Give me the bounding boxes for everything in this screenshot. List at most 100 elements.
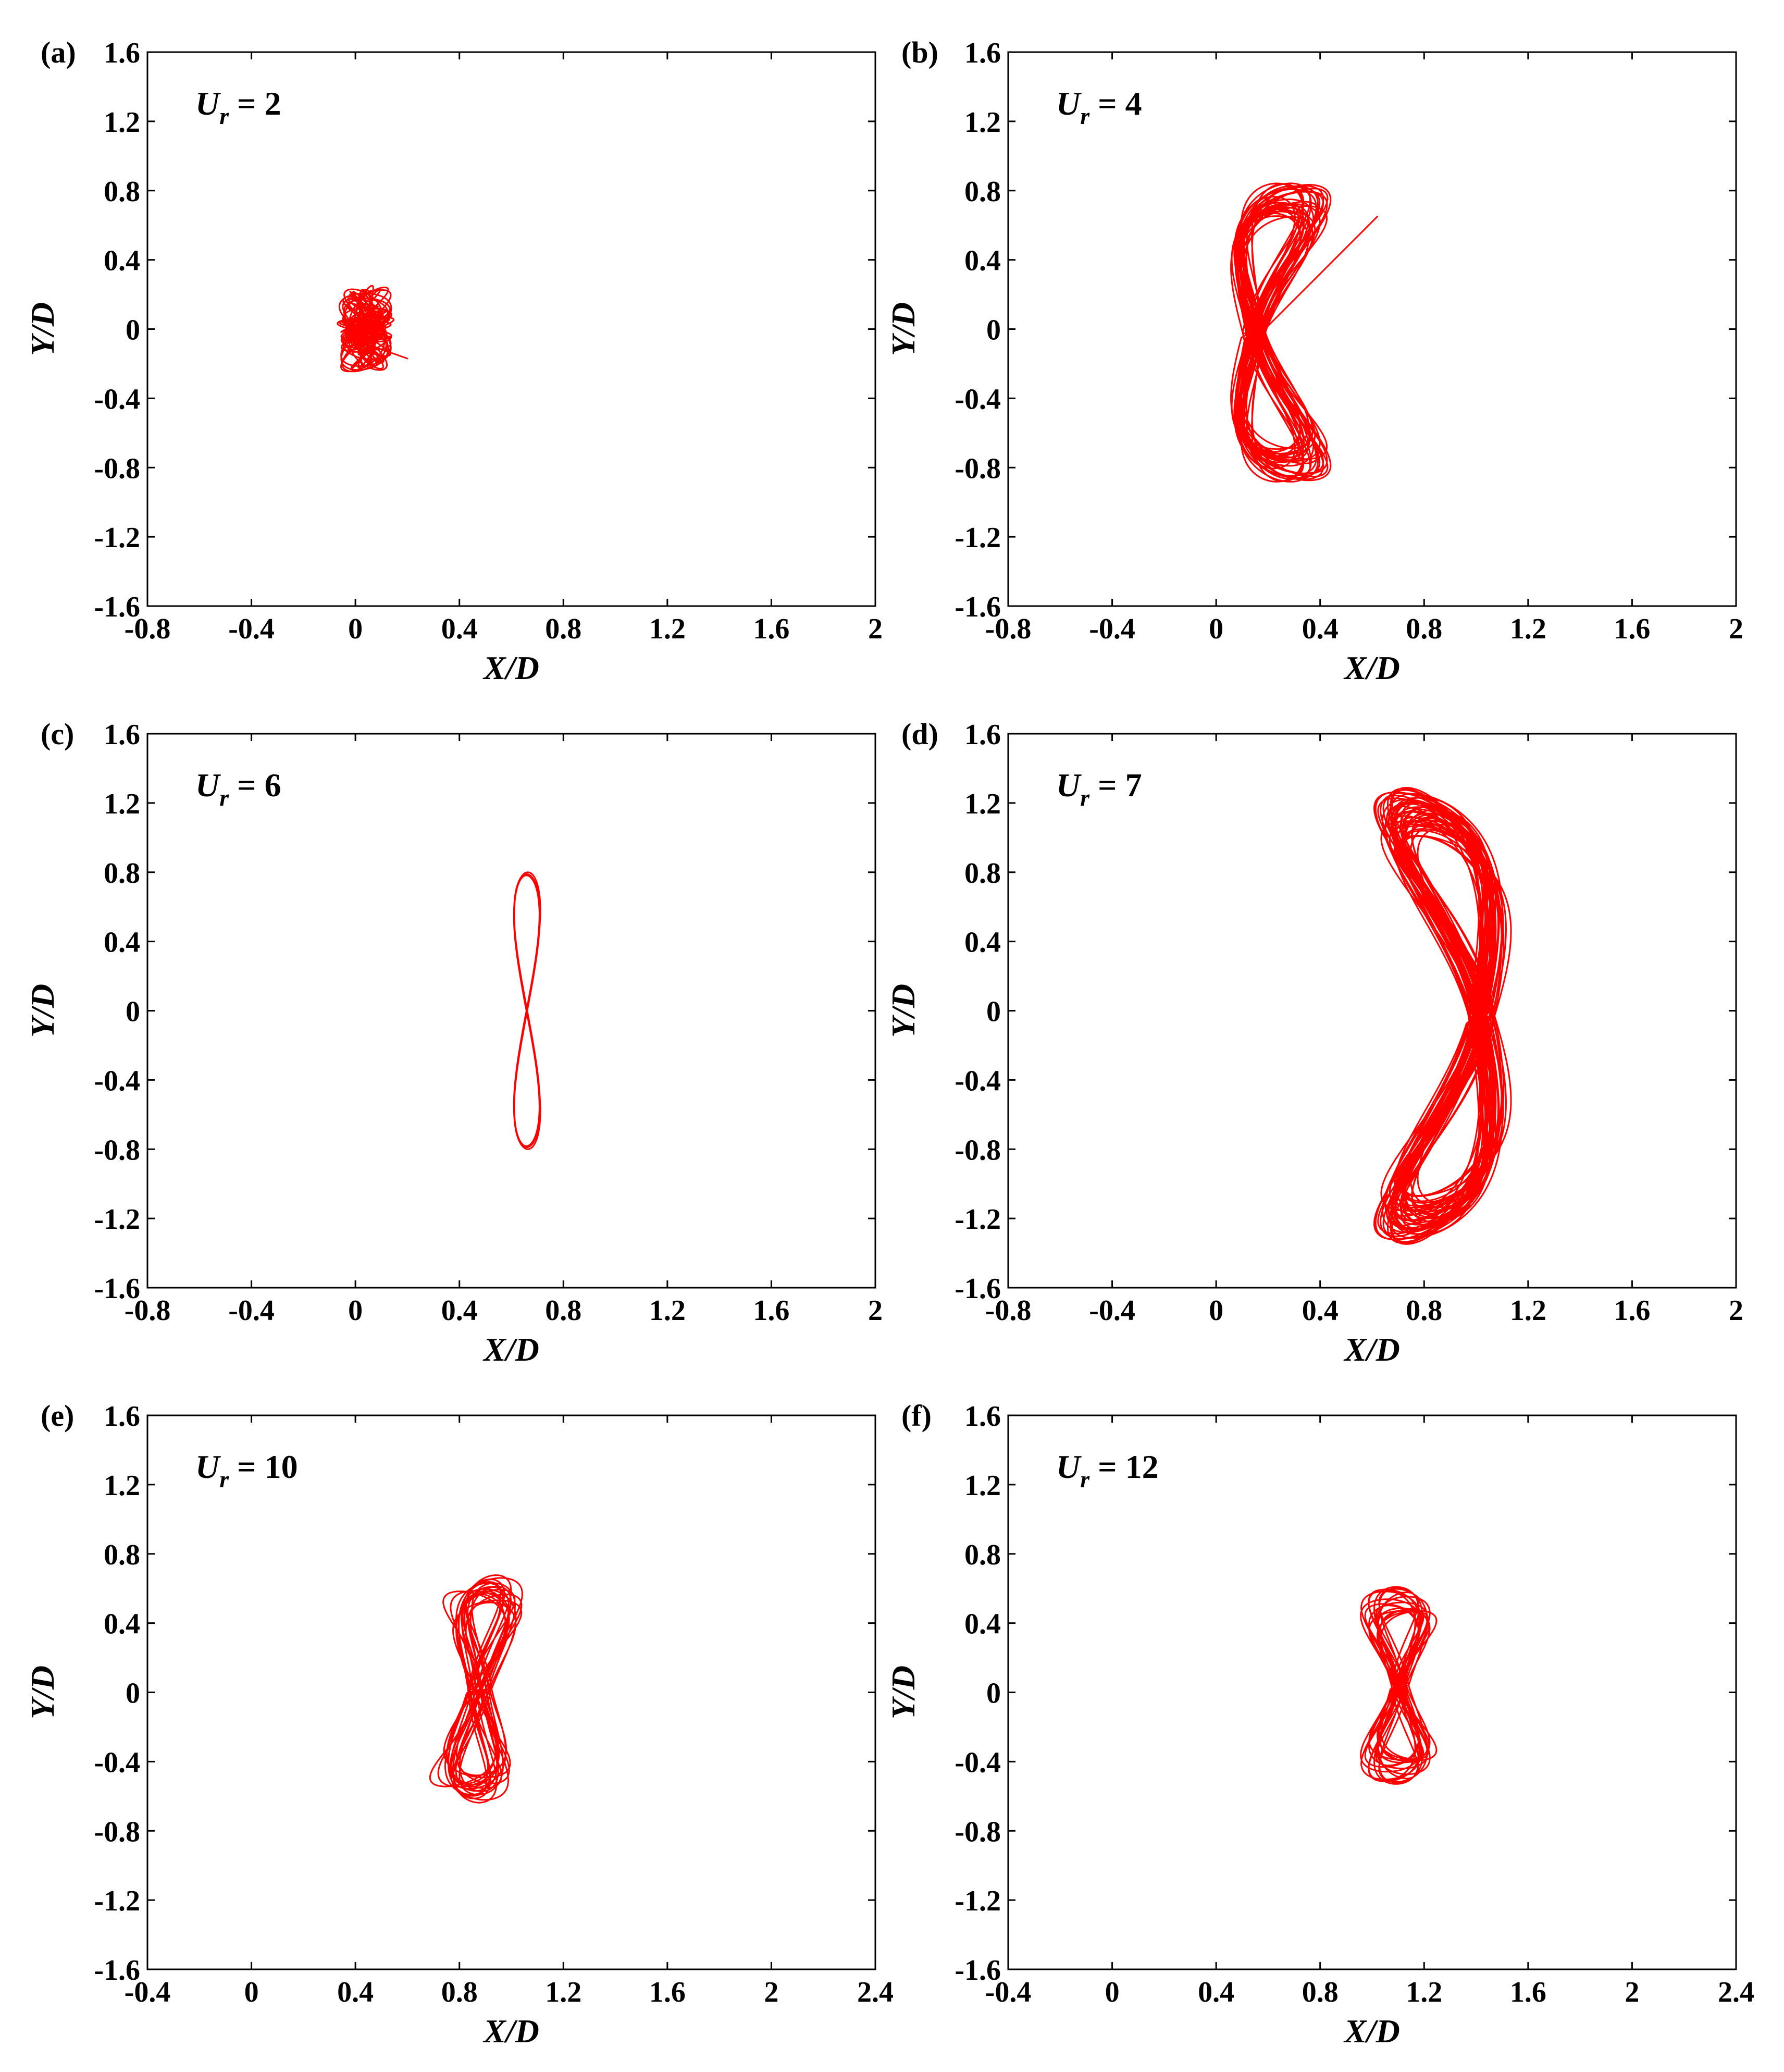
x-tick-label: 1.6 <box>649 1976 686 2008</box>
x-tick-label: 1.2 <box>1406 1976 1442 2008</box>
y-tick-label: 1.2 <box>964 788 1001 820</box>
x-tick-label: 0.4 <box>337 1976 374 2008</box>
y-tick-label: 0 <box>126 1678 140 1710</box>
y-tick-label: 1.6 <box>964 37 1001 69</box>
x-tick-label: -0.4 <box>228 613 275 645</box>
y-tick-label: 0.4 <box>964 927 1001 959</box>
x-tick-label: 2 <box>764 1976 778 2008</box>
axes-frame <box>1007 733 1737 1289</box>
y-tick-label: -1.2 <box>955 1885 1001 1917</box>
x-axis-label: X/D <box>1343 2013 1400 2050</box>
y-tick-label: 1.2 <box>104 1470 140 1502</box>
panel-label: (e) <box>41 1399 74 1433</box>
axes-frame <box>1007 1414 1737 1970</box>
y-tick-label: -0.8 <box>955 452 1001 485</box>
y-tick-label: -1.2 <box>94 522 140 554</box>
panel-label: (d) <box>901 717 938 751</box>
y-axis-label: Y/D <box>885 302 922 356</box>
y-tick-label: 0.4 <box>964 1608 1001 1641</box>
y-tick-label: 0.8 <box>104 857 140 890</box>
trajectory-line <box>1373 787 1512 1245</box>
y-tick-label: -1.6 <box>94 1954 140 1987</box>
x-tick-label: 1.2 <box>1510 1294 1546 1327</box>
x-tick-label: 2 <box>1729 1294 1743 1327</box>
y-tick-label: -0.4 <box>94 383 140 415</box>
x-tick-label: 0.4 <box>441 613 478 645</box>
x-tick-label: 0.8 <box>545 613 581 645</box>
y-tick-label: 1.6 <box>964 1400 1001 1433</box>
x-tick-label: 0.8 <box>545 1294 581 1327</box>
reduced-velocity-annotation: Ur = 7 <box>1056 767 1142 811</box>
x-tick-label: 1.6 <box>1510 1976 1546 2008</box>
x-tick-label: 0.8 <box>1302 1976 1339 2008</box>
chart-panel-e: -0.4 0 0.4 0.8 1.2 1.6 2 2.4 -1.6 -1.2 -0.8 -0.4 0 0.… <box>24 1399 894 2050</box>
y-tick-label: -0.8 <box>955 1816 1001 1848</box>
x-tick-label: 2.4 <box>1718 1976 1754 2008</box>
x-tick-label: 0 <box>1105 1976 1120 2008</box>
y-axis-label: Y/D <box>885 1666 922 1719</box>
chart-panel-d: -0.8 -0.4 0 0.4 0.8 1.2 1.6 2 -1.6 -1.2 -0.8 -0.4 0 0… <box>885 717 1743 1368</box>
x-tick-label: 0.8 <box>1406 613 1442 645</box>
x-tick-label: 0 <box>348 1294 363 1327</box>
panel-label: (a) <box>41 35 76 69</box>
x-tick-label: 0 <box>348 613 363 645</box>
x-tick-label: -0.8 <box>125 1294 171 1327</box>
x-tick-label: 2 <box>1729 613 1743 645</box>
reduced-velocity-annotation: Ur = 12 <box>1056 1448 1159 1493</box>
chart-panel-a: -0.8 -0.4 0 0.4 0.8 1.2 1.6 2 -1.6 -1.2 -0.8 -0.4 0 0… <box>24 35 883 686</box>
y-tick-label: -1.6 <box>955 591 1001 623</box>
x-tick-label: 2 <box>1625 1976 1639 2008</box>
x-tick-label: -0.4 <box>228 1294 275 1327</box>
y-tick-label: -0.4 <box>94 1746 140 1779</box>
x-axis-label: X/D <box>482 2013 539 2050</box>
axes-frame <box>1007 51 1737 607</box>
x-tick-label: -0.8 <box>125 613 171 645</box>
reduced-velocity-annotation: Ur = 10 <box>195 1448 298 1493</box>
y-axis-label: Y/D <box>24 984 61 1038</box>
y-tick-label: -1.2 <box>955 1203 1001 1236</box>
x-tick-label: 2 <box>868 1294 883 1327</box>
y-tick-label: 0.4 <box>104 927 140 959</box>
trajectory-line <box>513 871 541 1150</box>
y-tick-label: 0 <box>986 996 1001 1028</box>
y-tick-label: -1.6 <box>955 1273 1001 1305</box>
x-tick-label: 1.6 <box>1614 613 1650 645</box>
panel-label: (c) <box>41 717 74 751</box>
y-tick-label: 1.6 <box>104 719 140 751</box>
y-tick-label: -1.2 <box>955 522 1001 554</box>
trajectory-line <box>1360 1586 1438 1785</box>
y-tick-label: -1.6 <box>955 1954 1001 1987</box>
y-axis-label: Y/D <box>24 1666 61 1719</box>
y-tick-label: 0.8 <box>964 1539 1001 1571</box>
y-tick-label: 0 <box>986 314 1001 347</box>
x-tick-label: 0 <box>1209 1294 1223 1327</box>
y-tick-label: 0.8 <box>104 1539 140 1571</box>
x-tick-label: 0.4 <box>1302 613 1339 645</box>
trajectory-line <box>1230 182 1378 483</box>
axes-frame <box>146 1414 876 1970</box>
y-tick-label: 1.6 <box>964 719 1001 751</box>
x-axis-label: X/D <box>1343 1331 1400 1368</box>
y-tick-label: -1.2 <box>94 1885 140 1917</box>
x-tick-label: -0.8 <box>985 1294 1032 1327</box>
reduced-velocity-annotation: Ur = 4 <box>1056 85 1142 129</box>
chart-panel-f: -0.4 0 0.4 0.8 1.2 1.6 2 2.4 -1.6 -1.2 -0.8 -0.4 0 0.… <box>885 1399 1754 2050</box>
y-tick-label: 1.6 <box>104 1400 140 1433</box>
x-tick-label: -0.4 <box>1089 613 1135 645</box>
y-tick-label: -1.6 <box>94 1273 140 1305</box>
y-tick-label: 1.6 <box>104 37 140 69</box>
x-axis-label: X/D <box>482 1331 539 1368</box>
y-tick-label: 1.2 <box>104 106 140 139</box>
x-tick-label: 1.2 <box>649 1294 686 1327</box>
y-tick-label: 0.4 <box>104 245 140 277</box>
y-tick-label: 0.4 <box>104 1608 140 1641</box>
x-tick-label: 0.8 <box>1406 1294 1442 1327</box>
x-tick-label: 1.6 <box>753 613 789 645</box>
x-tick-label: 0.4 <box>1302 1294 1339 1327</box>
x-tick-label: 0 <box>244 1976 259 2008</box>
chart-panel-b: -0.8 -0.4 0 0.4 0.8 1.2 1.6 2 -1.6 -1.2 -0.8 -0.4 0 0… <box>885 35 1743 686</box>
x-tick-label: -0.4 <box>985 1976 1032 2008</box>
x-axis-label: X/D <box>482 649 539 686</box>
panel-label: (b) <box>901 35 938 69</box>
x-tick-label: 1.2 <box>545 1976 581 2008</box>
